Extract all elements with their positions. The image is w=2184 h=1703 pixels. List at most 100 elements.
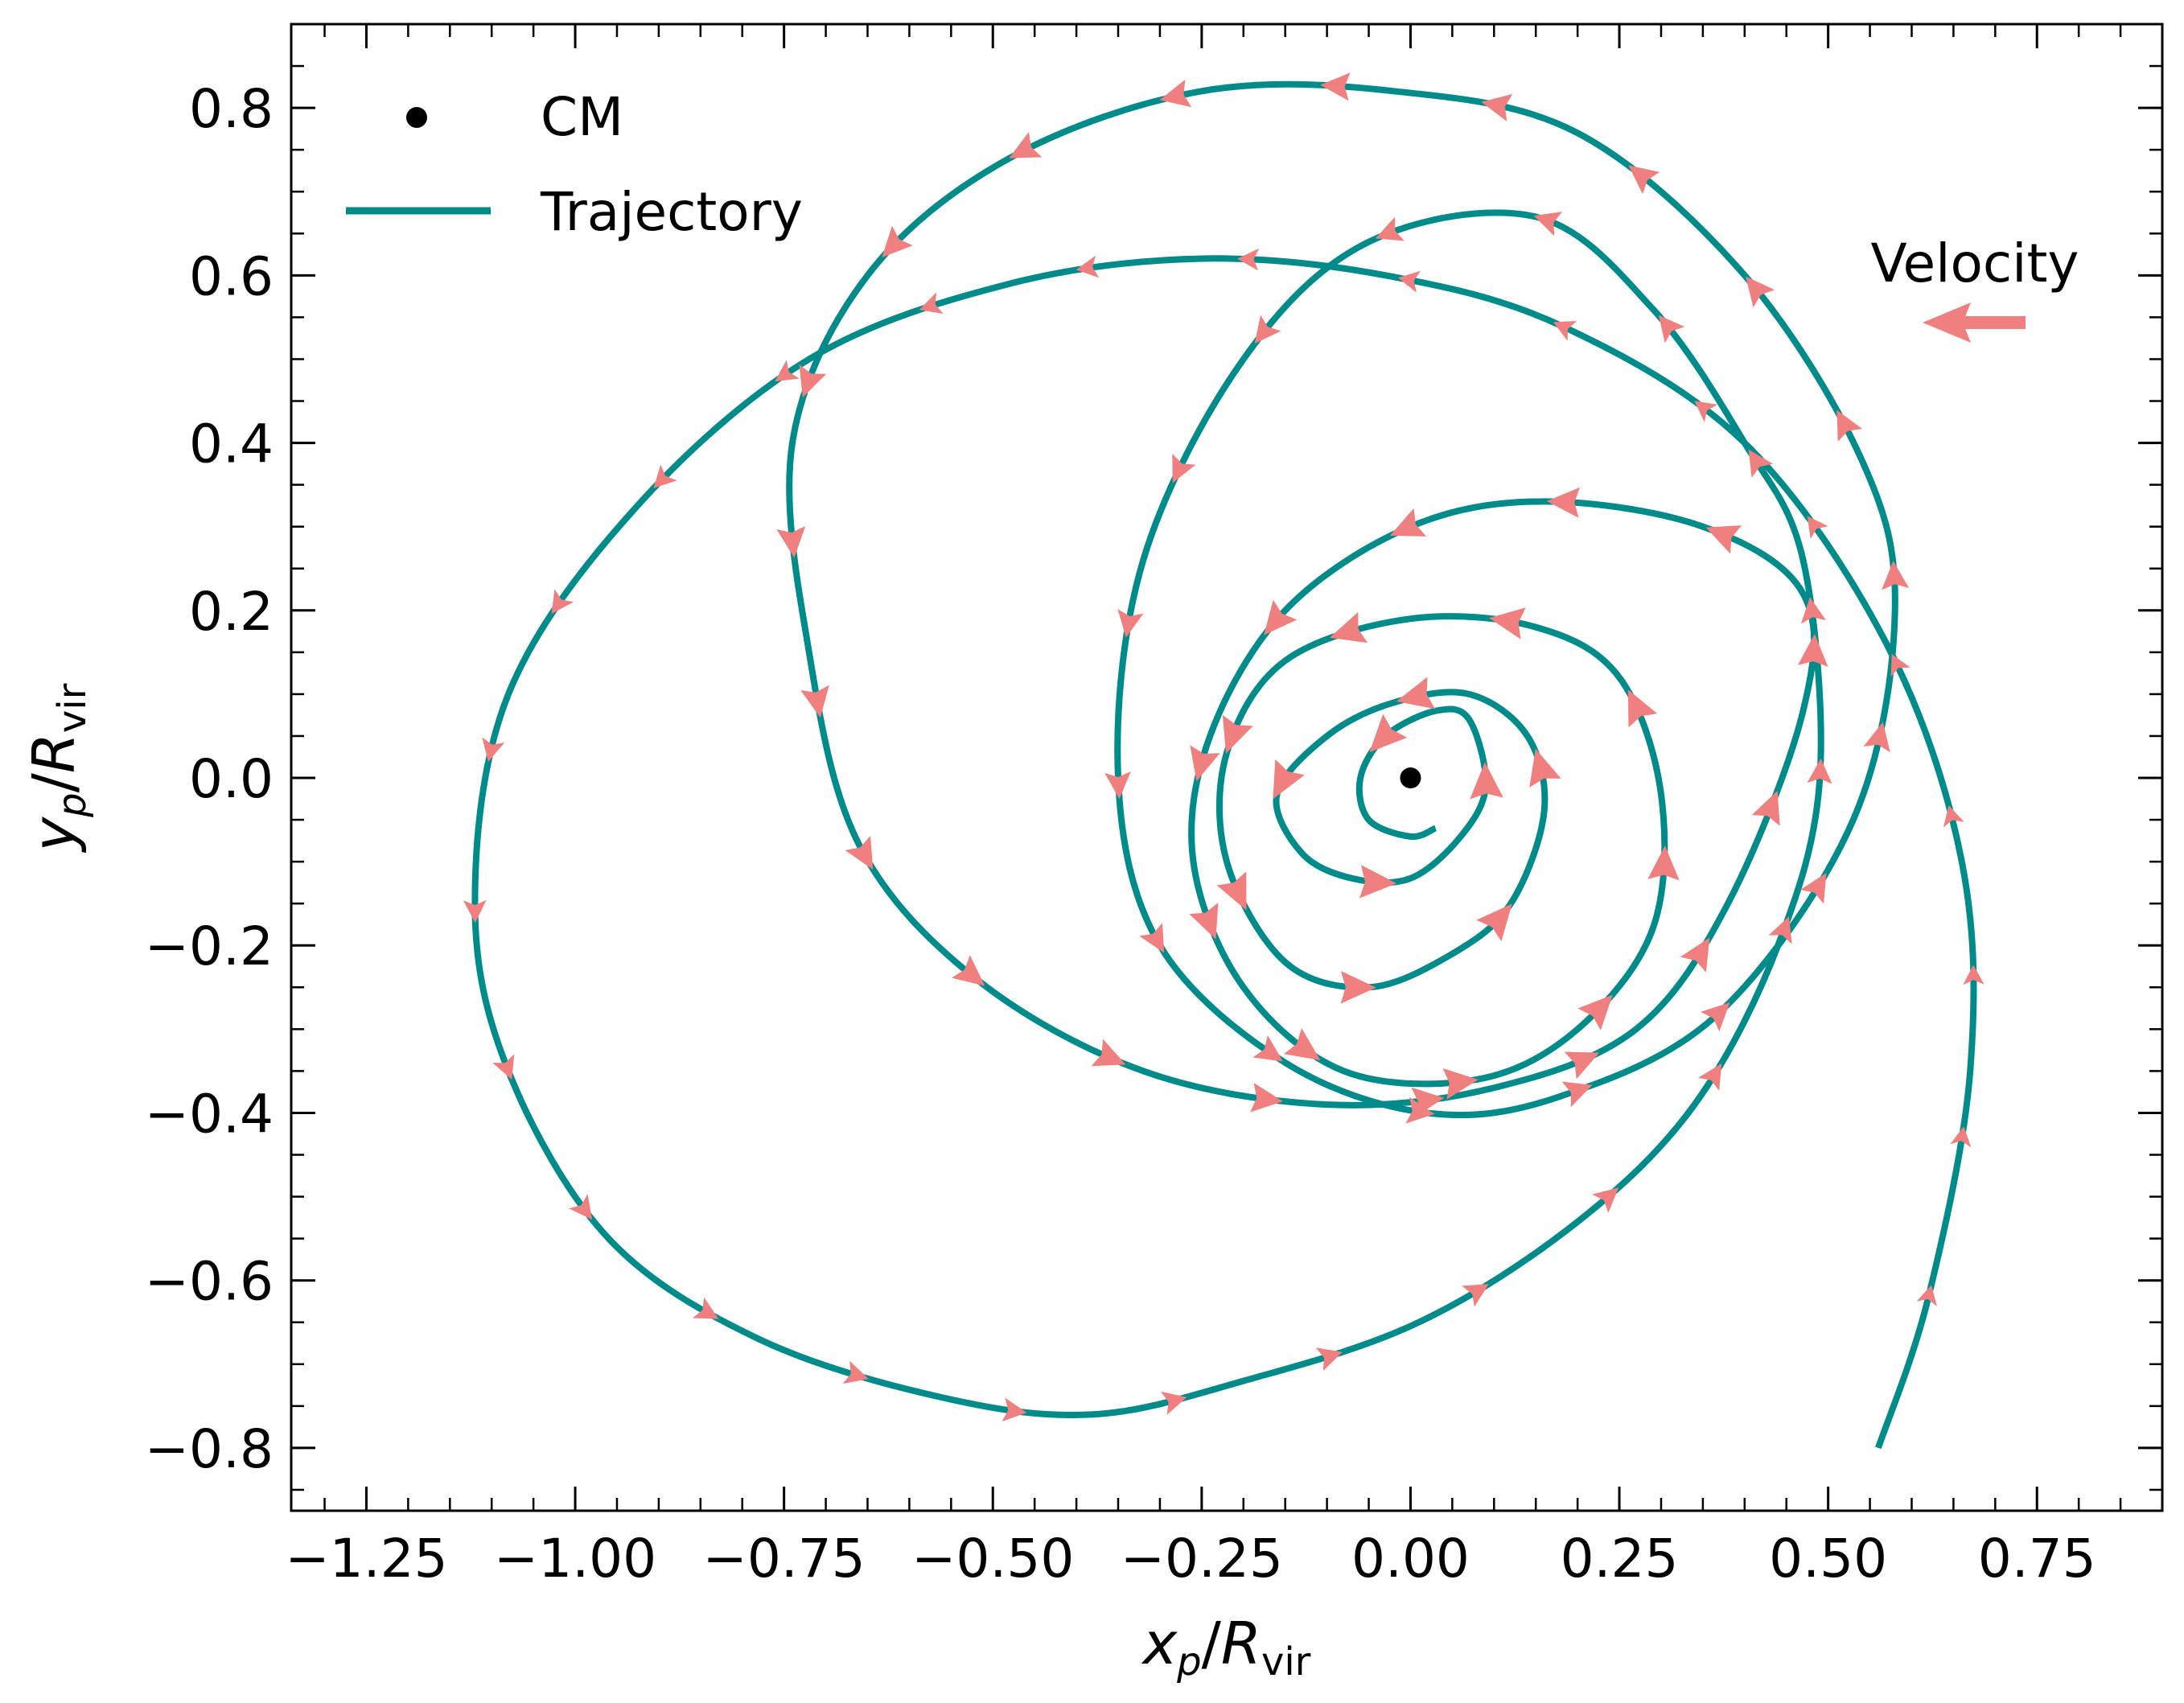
velocity-arrow <box>842 1360 869 1384</box>
y-tick-label: −0.8 <box>145 1418 274 1480</box>
velocity-arrow <box>1076 255 1100 278</box>
velocity-arrow <box>1476 903 1512 942</box>
velocity-arrow <box>1340 971 1376 1004</box>
velocity-arrow <box>569 1194 593 1220</box>
x-tick-label: 0.75 <box>1978 1528 2096 1590</box>
plot-frame <box>290 23 2164 1512</box>
velocity-arrows-layer <box>463 72 1985 1422</box>
velocity-arrow <box>482 737 505 762</box>
velocity-arrow <box>1627 689 1658 728</box>
velocity-arrow <box>1104 771 1131 800</box>
velocity-arrow <box>1359 865 1397 899</box>
x-tick-label: −0.50 <box>911 1528 1074 1590</box>
velocity-arrow <box>1561 1081 1593 1108</box>
velocity-arrow <box>800 685 829 718</box>
velocity-arrow <box>1748 449 1774 478</box>
velocity-arrow <box>1237 248 1260 271</box>
y-tick-label: −0.6 <box>145 1251 274 1313</box>
velocity-arrow <box>1797 633 1828 667</box>
velocity-arrow <box>1546 487 1581 518</box>
velocity-arrow <box>1564 1051 1600 1080</box>
velocity-arrow <box>1397 270 1421 293</box>
y-tick-label: 0.6 <box>189 245 274 307</box>
cm-point <box>1400 767 1421 789</box>
velocity-arrow <box>1329 611 1368 644</box>
velocity-arrow <box>1882 561 1910 590</box>
velocity-arrow <box>1442 1067 1479 1100</box>
velocity-arrow <box>845 836 874 870</box>
x-tick-label: −0.75 <box>703 1528 866 1590</box>
velocity-arrow <box>1254 315 1281 344</box>
velocity-arrow <box>492 1054 515 1080</box>
velocity-arrow <box>1592 1187 1619 1213</box>
velocity-arrow <box>1489 607 1526 640</box>
series-layer <box>471 80 1977 1450</box>
legend-trajectory-label: Trajectory <box>540 181 803 243</box>
velocity-arrow <box>1647 845 1680 881</box>
velocity-annotation: Velocity <box>1871 232 2079 343</box>
velocity-arrow <box>1389 508 1427 537</box>
velocity-arrow <box>1807 516 1828 540</box>
velocity-arrow <box>653 464 677 489</box>
x-tick-label: 0.00 <box>1351 1528 1470 1590</box>
velocity-arrow <box>1160 1391 1187 1415</box>
velocity-arrow <box>1800 597 1826 624</box>
x-tick-label: 0.25 <box>1561 1528 1679 1590</box>
velocity-arrow <box>1768 916 1792 944</box>
velocity-key-arrow <box>1923 302 2026 343</box>
velocity-arrow <box>1836 409 1863 442</box>
velocity-arrow <box>1222 714 1253 754</box>
velocity-key-arrow-head <box>1923 302 1971 343</box>
velocity-arrow <box>1009 131 1043 158</box>
velocity-arrow <box>1746 276 1775 308</box>
velocity-arrow <box>1697 1063 1722 1092</box>
velocity-arrow <box>1250 1083 1283 1113</box>
velocity-arrow <box>1705 525 1742 554</box>
x-tick-label: −1.25 <box>285 1528 447 1590</box>
velocity-arrow <box>1462 1284 1489 1307</box>
velocity-arrow <box>1950 1126 1972 1148</box>
velocity-arrow <box>1273 759 1305 800</box>
velocity-arrow <box>951 955 985 986</box>
velocity-arrow <box>1190 745 1220 782</box>
y-tick-label: 0.4 <box>189 413 274 475</box>
velocity-arrow <box>1320 72 1351 101</box>
y-tick-label: −0.4 <box>145 1083 274 1145</box>
trajectory-line <box>471 80 1977 1450</box>
legend: CM Trajectory <box>346 86 803 243</box>
velocity-arrow <box>1800 873 1827 904</box>
legend-cm-marker <box>406 107 427 128</box>
velocity-arrow <box>1890 653 1910 677</box>
velocity-key-arrow-shaft <box>1963 316 2026 329</box>
velocity-arrow <box>1963 965 1985 985</box>
velocity-arrow <box>1375 216 1405 241</box>
velocity-arrow <box>1002 1397 1027 1422</box>
velocity-arrow <box>1470 762 1503 800</box>
velocity-arrow <box>775 360 800 382</box>
velocity-arrow <box>1369 714 1408 753</box>
velocity-arrow <box>1694 401 1718 422</box>
velocity-arrow <box>692 1297 719 1319</box>
velocity-arrow <box>1159 79 1192 108</box>
velocity-arrow <box>1577 994 1613 1030</box>
velocity-arrow <box>1658 315 1685 343</box>
velocity-arrow <box>1252 1035 1283 1062</box>
velocity-arrow <box>776 526 806 558</box>
y-tick-label: 0.0 <box>189 748 274 810</box>
velocity-arrow <box>1807 758 1832 784</box>
velocity-arrow <box>1283 1028 1321 1061</box>
velocity-arrow <box>799 364 827 398</box>
velocity-arrow <box>1863 722 1890 753</box>
velocity-arrow <box>1529 748 1561 788</box>
velocity-arrow <box>1189 902 1219 940</box>
velocity-arrow <box>1216 871 1247 911</box>
velocity-label: Velocity <box>1871 232 2079 294</box>
velocity-arrow <box>882 225 913 258</box>
velocity-arrow <box>1139 923 1165 953</box>
x-tick-label: 0.50 <box>1769 1528 1887 1590</box>
velocity-arrow <box>1396 677 1436 710</box>
x-axis-label: xp/Rvir <box>1141 1610 1311 1684</box>
velocity-arrow <box>551 589 574 615</box>
velocity-arrow <box>1411 1087 1445 1117</box>
